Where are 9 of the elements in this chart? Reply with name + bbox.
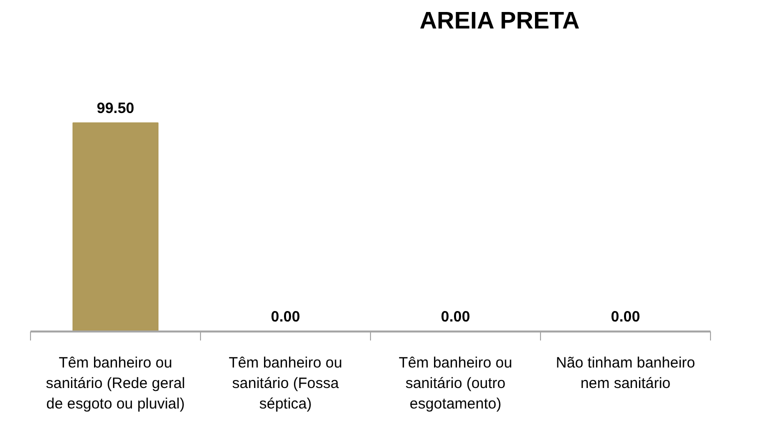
chart-title: AREIA PRETA <box>420 8 580 34</box>
data-label: 0.00 <box>610 308 640 326</box>
data-label: 99.50 <box>96 100 134 117</box>
data-label: 0.00 <box>440 308 470 326</box>
x-tick-label: Têm banheiro ou sanitário (Rede geral de esgoto ou pluvial) <box>46 354 186 412</box>
x-tick-label: Têm banheiro ou sanitário (outro esgotamento) <box>398 354 512 412</box>
x-tick-label: Têm banheiro ou sanitário (Fossa séptica) <box>228 354 342 412</box>
data-label: 0.00 <box>270 308 300 326</box>
x-tick-label: Não tinham banheiro nem sanitário <box>556 354 696 392</box>
